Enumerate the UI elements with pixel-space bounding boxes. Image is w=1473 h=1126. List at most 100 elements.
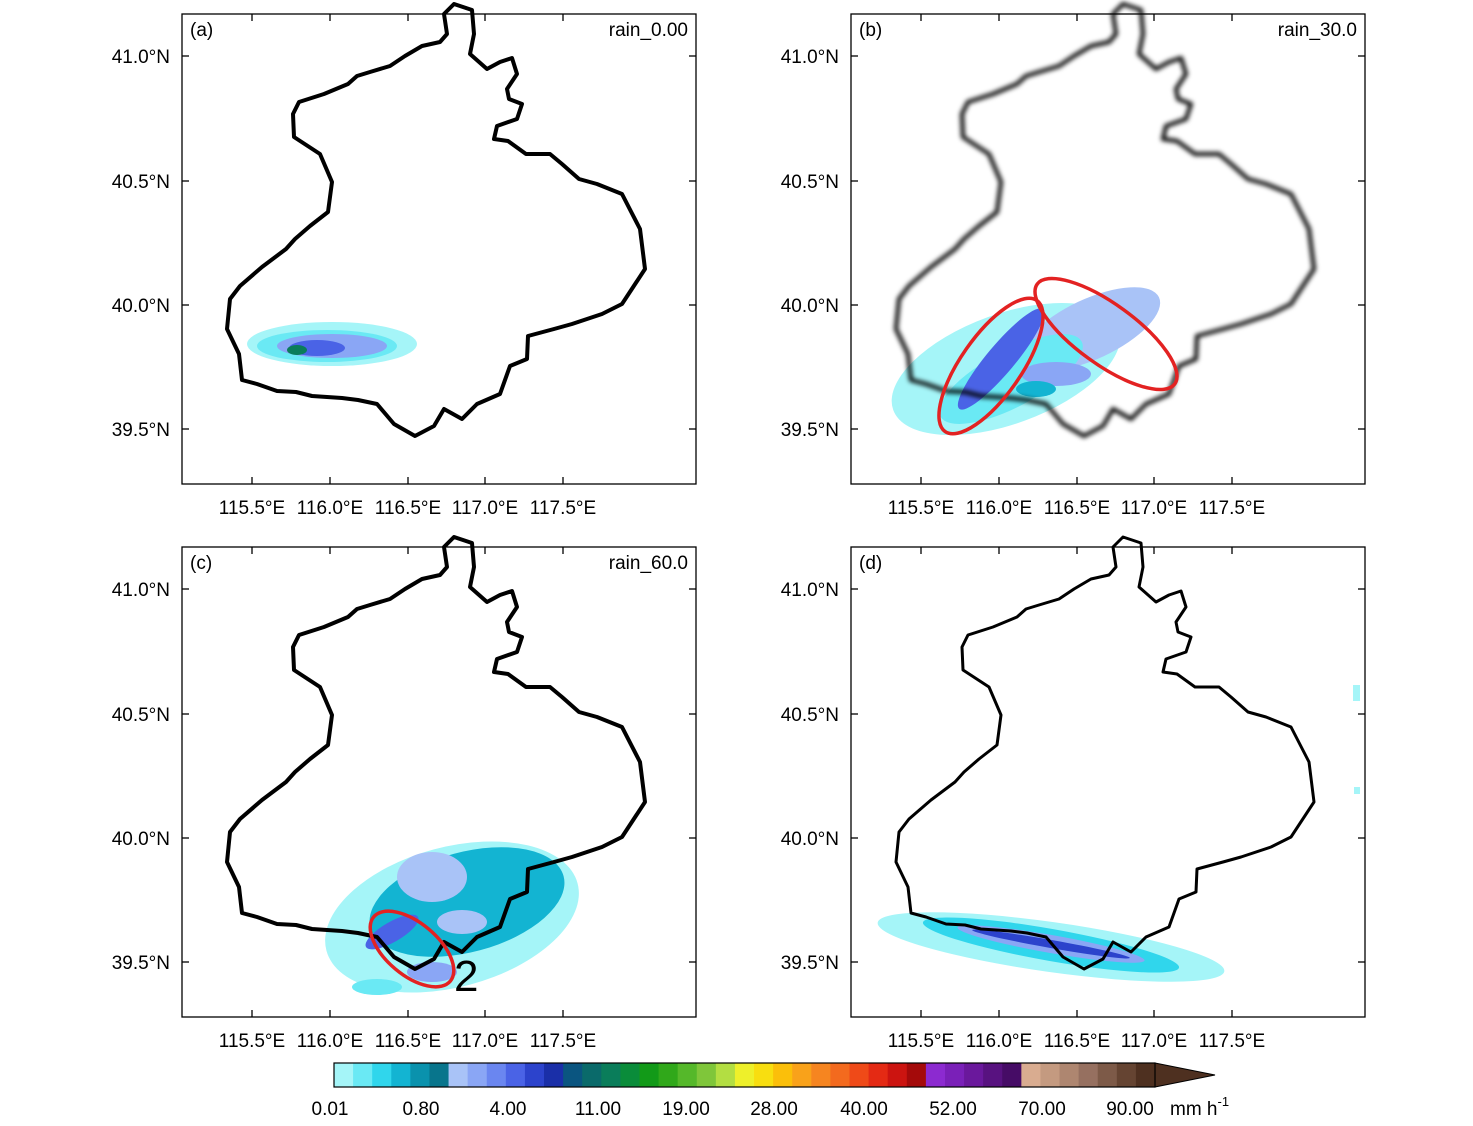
colorbar-label: 52.00 <box>929 1099 977 1120</box>
lon-tick-label: 116.0°E <box>966 498 1032 519</box>
lat-tick-label: 40.5°N <box>112 705 170 726</box>
panel-b: (b) rain_30.0 <box>850 2 1366 485</box>
panel-d: (d) <box>850 535 1366 1018</box>
colorbar-box <box>639 1063 660 1087</box>
lon-tick-label: 116.5°E <box>1044 1031 1110 1052</box>
colorbar-box <box>906 1063 927 1087</box>
colorbar-box <box>563 1063 583 1087</box>
lon-tick-label: 117.0°E <box>1121 1031 1187 1052</box>
colorbar-label: 40.00 <box>840 1099 888 1120</box>
colorbar-unit: mm h-1 <box>1170 1094 1229 1120</box>
colorbar-box <box>1116 1063 1137 1087</box>
lon-tick-label: 116.5°E <box>1044 498 1110 519</box>
colorbar-box <box>353 1063 373 1087</box>
lat-tick-label: 41.0°N <box>112 580 170 601</box>
colorbar-boxes <box>334 1063 1156 1087</box>
colorbar-box <box>372 1063 392 1087</box>
colorbar-box <box>658 1063 679 1087</box>
colorbar-extend-arrow <box>1154 1062 1216 1088</box>
colorbar-box <box>1040 1063 1061 1087</box>
colorbar-box <box>830 1063 851 1087</box>
colorbar-labels: 0.01 0.80 4.00 11.00 19.00 28.00 40.00 52.00 70.… <box>312 1099 1154 1120</box>
lon-tick-label: 116.5°E <box>375 498 441 519</box>
lat-tick-label: 39.5°N <box>112 953 170 974</box>
colorbar-box <box>1078 1063 1099 1087</box>
lon-tick-label: 115.5°E <box>219 498 285 519</box>
panel-b-title: rain_30.0 <box>1278 20 1357 41</box>
colorbar-box <box>849 1063 870 1087</box>
lat-tick-label: 41.0°N <box>781 580 839 601</box>
colorbar-box <box>677 1063 698 1087</box>
colorbar-box <box>391 1063 411 1087</box>
colorbar-label: 0.01 <box>312 1099 349 1120</box>
colorbar-box <box>964 1063 984 1087</box>
lat-tick-label: 41.0°N <box>112 47 170 68</box>
colorbar-box <box>696 1063 717 1087</box>
colorbar-box <box>467 1063 488 1087</box>
panel-a-title: rain_0.00 <box>609 20 688 41</box>
panel-c-rain-field <box>308 815 596 1019</box>
colorbar-label: 0.80 <box>403 1099 440 1120</box>
lat-tick-label: 41.0°N <box>781 47 839 68</box>
panel-a-letter: (a) <box>190 20 213 41</box>
colorbar-box <box>734 1063 755 1087</box>
colorbar-box <box>1021 1063 1041 1087</box>
panel-d-letter: (d) <box>859 553 882 574</box>
panel-c-letter: (c) <box>190 553 212 574</box>
lat-tick-label: 40.0°N <box>781 296 839 317</box>
colorbar-outline <box>333 1062 1156 1088</box>
panel-a-boundary <box>225 2 647 438</box>
colorbar-box <box>410 1063 430 1087</box>
lat-tick-label: 40.5°N <box>112 172 170 193</box>
colorbar-label: 11.00 <box>575 1099 621 1120</box>
colorbar-box <box>773 1063 793 1087</box>
lat-tick-label: 39.5°N <box>112 420 170 441</box>
colorbar-box <box>925 1063 946 1087</box>
colorbar-label: 70.00 <box>1018 1099 1066 1120</box>
lon-tick-label: 117.0°E <box>1121 498 1187 519</box>
colorbar-box <box>620 1063 640 1087</box>
panel-c-highlight-ellipse <box>368 909 456 989</box>
lat-tick-label: 40.5°N <box>781 172 839 193</box>
panel-c-frame <box>181 546 697 1018</box>
lon-tick-label: 115.5°E <box>219 1031 285 1052</box>
colorbar-label: 90.00 <box>1106 1099 1154 1120</box>
panel-b-letter: (b) <box>859 20 882 41</box>
panel-c-title: rain_60.0 <box>609 553 688 574</box>
panel-b-frame <box>850 13 1366 485</box>
colorbar-box <box>868 1063 889 1087</box>
lon-tick-label: 117.0°E <box>452 498 518 519</box>
lat-tick-label: 39.5°N <box>781 953 839 974</box>
colorbar-label: 28.00 <box>750 1099 798 1120</box>
lon-tick-label: 117.0°E <box>452 1031 518 1052</box>
colorbar-box <box>582 1063 602 1087</box>
lat-tick-label: 40.0°N <box>112 829 170 850</box>
panel-d-rain-field <box>874 685 1360 997</box>
colorbar-box <box>334 1063 354 1087</box>
colorbar-box <box>505 1063 526 1087</box>
panel-c: 2 (c) rain_60.0 <box>181 535 697 1019</box>
lon-tick-label: 115.5°E <box>888 498 954 519</box>
colorbar-box <box>983 1063 1003 1087</box>
colorbar-box <box>1097 1063 1118 1087</box>
panel-a-frame <box>181 13 697 485</box>
colorbar-label: 19.00 <box>662 1099 710 1120</box>
lon-tick-label: 117.5°E <box>530 1031 596 1052</box>
colorbar-box <box>1002 1063 1022 1087</box>
colorbar-box <box>486 1063 507 1087</box>
lon-tick-label: 116.0°E <box>966 1031 1032 1052</box>
colorbar-box <box>715 1063 736 1087</box>
lon-tick-label: 116.0°E <box>297 498 363 519</box>
panel-c-annotation: 2 <box>454 952 478 1001</box>
lon-tick-label: 117.5°E <box>1199 498 1265 519</box>
colorbar-box <box>754 1063 774 1087</box>
lat-tick-label: 40.0°N <box>781 829 839 850</box>
colorbar-box <box>887 1063 908 1087</box>
axis-ticks: 41.0°N 40.5°N 40.0°N 39.5°N 115.5°E 116.0°E 11… <box>112 14 1365 1052</box>
lon-tick-label: 116.0°E <box>297 1031 363 1052</box>
colorbar-label: 4.00 <box>490 1099 527 1120</box>
colorbar-box <box>811 1063 831 1087</box>
colorbar-box <box>944 1063 965 1087</box>
lat-tick-label: 40.5°N <box>781 705 839 726</box>
